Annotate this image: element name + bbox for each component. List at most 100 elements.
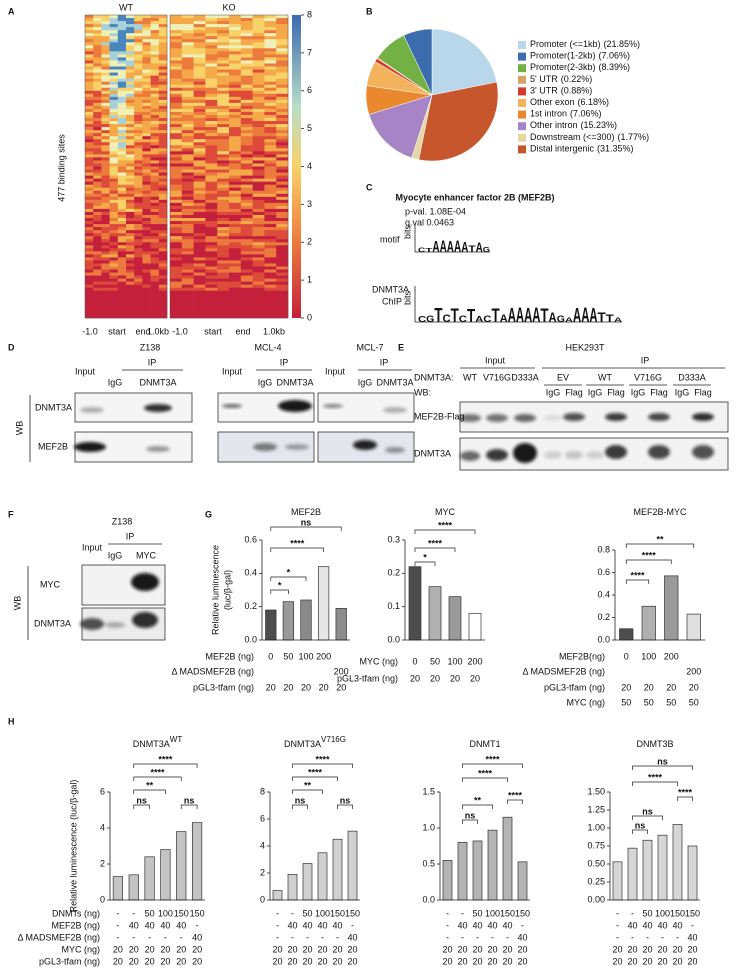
heatmap-cell [240,163,253,167]
heatmap-cell [205,205,218,210]
heatmap-cell [240,157,253,161]
heatmap-cell [252,263,265,267]
heatmap-cell [93,251,102,255]
heatmap-cell [205,78,218,82]
heatmap-cell [276,251,289,255]
heatmap-cell [158,266,168,270]
heatmap-cell [158,33,168,37]
heatmap-cell [142,42,151,46]
heatmap-cell [134,42,143,46]
heatmap-cell [205,245,218,249]
heatmap-cell [240,96,253,101]
heatmap-cell [150,272,160,276]
heatmap-cell [170,60,183,64]
condition-cell: - [631,908,634,918]
legend-label: 3' UTR [530,86,558,96]
heatmap-cell [276,160,289,164]
heatmap-cell [193,178,206,182]
heatmap-cell [252,154,265,158]
heatmap-cell [85,111,94,116]
heatmap-cell [117,242,127,246]
bar [619,628,634,641]
significance-label: **** [508,790,523,800]
heatmap-cell [193,202,206,207]
heatmap-cell [158,169,168,173]
heatmap-cell [229,66,242,70]
heatmap-cell [276,15,289,19]
condition-label: pGL3-tfam (ng) [337,673,398,683]
heatmap-cell [126,260,135,264]
heatmap-cell [134,127,143,131]
condition-cell: 20 [450,673,460,683]
heatmap-cell [264,254,277,258]
heatmap-cell [134,60,143,64]
condition-cell: 40 [487,920,497,930]
heatmap-cell [109,287,119,292]
logo-letter: T [451,305,459,327]
heatmap-cell [101,45,110,49]
heatmap-cell [240,293,253,298]
heatmap-cell [93,308,102,313]
heatmap-cell [240,254,253,258]
heatmap-cell [217,48,230,52]
heatmap-cell [109,90,119,95]
chart-title-text: DNMT3B [636,739,673,749]
heatmap-cell [93,190,102,195]
heatmap-cell [276,254,289,258]
heatmap-cell [126,236,135,240]
heatmap-cell [85,314,94,319]
heatmap-cell [93,230,102,234]
heatmap-cell [101,305,110,310]
heatmap-cell [150,66,160,70]
heatmap-cell [109,172,119,176]
lane-label: IgG [546,387,561,397]
heatmap-cell [101,66,110,70]
heatmap-cell [85,245,94,249]
heatmap-cell [170,160,183,164]
blot-band [605,413,627,421]
heatmap-cell [134,105,143,110]
heatmap-cell [126,148,135,152]
heatmap-cell [217,96,230,101]
significance-label: **** [308,767,323,777]
heatmap-cell [126,254,135,258]
heatmap-cell [181,166,194,170]
heatmap-cell [150,57,160,61]
heatmap-cell [117,175,127,179]
heatmap-cell [276,72,289,76]
heatmap-cell [158,81,168,85]
heatmap-cell [252,157,265,161]
heatmap-cell [252,266,265,270]
heatmap-cell [126,190,135,195]
heatmap-cell [85,169,94,173]
heatmap-cell [217,39,230,43]
heatmap-cell [276,145,289,149]
heatmap-cell [193,81,206,85]
heatmap-cell [126,163,135,167]
condition-cell: 20 [470,673,480,683]
heatmap-cell [240,281,253,285]
heatmap-cell [109,254,119,258]
heatmap-cell [117,169,127,173]
heatmap-cell [170,221,183,225]
heatmap-cell [101,254,110,258]
heatmap-cell [229,202,242,207]
heatmap-cell [101,102,110,107]
heatmap-cell [85,102,94,107]
condition-cell: 200 [686,666,701,676]
heatmap-cell [158,314,168,319]
heatmap-cell [252,190,265,195]
heatmap-cell [117,166,127,170]
heatmap-cell [101,30,110,34]
legend-swatch [518,133,526,142]
heatmap-cell [193,136,206,140]
heatmap-cell [93,124,102,128]
heatmap-cell [142,278,151,282]
significance-bracket [462,804,493,809]
significance-bracket [625,543,695,548]
heatmap-cell [229,45,242,49]
heatmap-cell [142,160,151,164]
heatmap-cell [205,278,218,282]
condition-cell: 20 [642,944,652,954]
heatmap-cell [217,121,230,125]
